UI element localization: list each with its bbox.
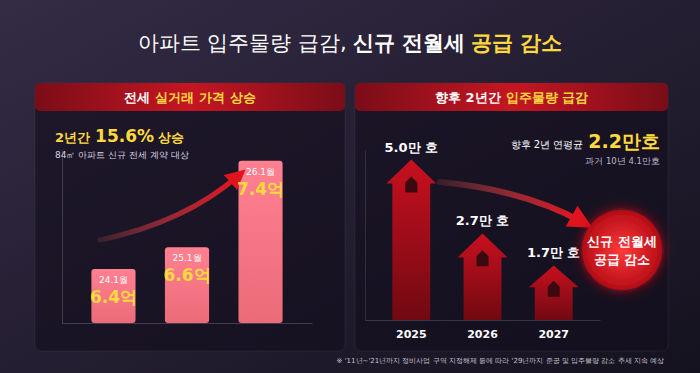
tick-label: 2025 [396, 328, 427, 341]
tick: 2025 [396, 328, 427, 341]
panel-title-part: 입주물량 급감 [506, 90, 589, 105]
infographic: 아파트 입주물량 급감,신규 전월세공급 감소전세실거래 가격 상승2년간15.… [0, 0, 700, 373]
tick: 2027 [538, 328, 569, 341]
house-bar [386, 160, 436, 320]
houses [386, 160, 578, 320]
tick-label: 2026 [467, 328, 498, 341]
subtitle: 2년간 15.6% 상승 [55, 126, 184, 146]
panel-title: 전세 실거래 가격 상승 [124, 90, 255, 105]
data-label: 6.4억 [90, 287, 137, 307]
data-label: 2.7만 호 [456, 213, 510, 228]
callout-text: 신규 전월세 [587, 234, 656, 249]
axis-line [366, 320, 601, 321]
data-label: 7.4억 [237, 179, 284, 199]
subtitle-part: 15.6% [95, 126, 154, 146]
category-label: 24.1월 [99, 275, 128, 285]
callout-text: 공급 감소 [594, 252, 650, 267]
data-labels: 5.0만 호 2.7만 호 1.7만 호 [385, 140, 581, 261]
x-axis [63, 323, 313, 324]
category-label: 25.1월 [172, 253, 201, 263]
tick-label: 2027 [538, 328, 569, 341]
house-bar [458, 233, 508, 320]
page: 아파트 입주물량 급감,신규 전월세공급 감소전세실거래 가격 상승2년간15.… [0, 0, 700, 373]
footnote: ※ '11년~'21년까지 정비사업 구역 지정해제 등에 따라 '29년까지 … [337, 357, 664, 365]
panel-title-part: 향후 2년간 [435, 90, 501, 105]
background [0, 0, 700, 373]
house-bar [529, 265, 579, 320]
annotation-average: 향후 2년 연평균 2.2만호 [511, 130, 660, 152]
house-window [477, 250, 489, 266]
trend-arrow [100, 176, 238, 240]
panel-title: 향후 2년간 입주물량 급감 [435, 90, 588, 105]
panel [35, 83, 345, 351]
tick: 2026 [467, 328, 498, 341]
panel-header [35, 83, 345, 111]
x-axis: 2025 2026 2027 [366, 321, 601, 341]
y-axis [62, 151, 63, 324]
panel-title-part: 실거래 가격 상승 [155, 90, 255, 105]
panel [355, 83, 668, 351]
annotation-part: 2.2만호 [588, 130, 660, 152]
annotation-past: 과거 10년 4.1만호 [585, 156, 660, 166]
callout-circle [582, 210, 662, 290]
data-label: 6.6억 [163, 265, 210, 285]
subtitle-part: 2년간 [55, 130, 90, 145]
category-label: 26.1월 [246, 167, 275, 177]
axis-line [365, 151, 366, 321]
bar-labels: 24.1월 6.4억 25.1월 6.6억 26.1월 7.4억 [90, 167, 284, 307]
title-part: 아파트 입주물량 급감, [138, 31, 347, 55]
house-window [405, 176, 417, 192]
annotation-part: 향후 2년 연평균 [511, 139, 584, 150]
axis-line [63, 323, 313, 324]
panel-title-part: 전세 [124, 90, 150, 105]
axis-line [62, 151, 63, 324]
main-title: 아파트 입주물량 급감,신규 전월세공급 감소 [138, 31, 563, 55]
house-window [548, 281, 560, 297]
data-label: 1.7만 호 [527, 245, 581, 260]
title-part: 신규 전월세 [353, 31, 465, 55]
subtitle-part: 상승 [158, 130, 184, 145]
panel-header [355, 83, 668, 111]
y-axis [365, 151, 366, 321]
title-part: 공급 감소 [471, 31, 562, 55]
data-label: 5.0만 호 [385, 140, 439, 155]
note: 84㎡ 아파트 신규 전세 계약 대상 [55, 150, 189, 160]
